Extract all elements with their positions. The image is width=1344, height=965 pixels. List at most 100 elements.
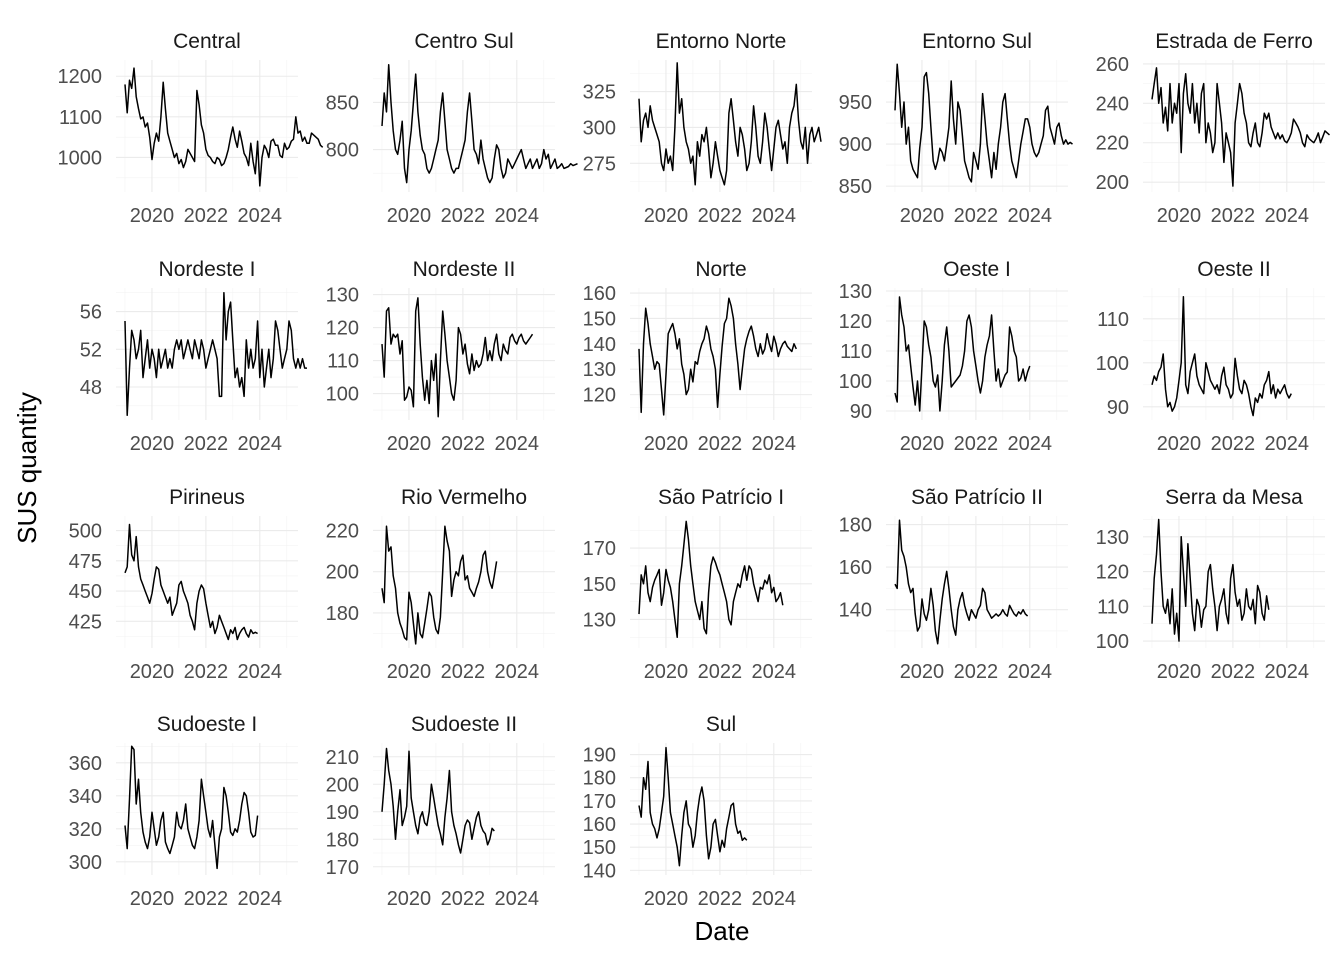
series-line: [124, 67, 324, 187]
y-tick-label: 170: [583, 538, 616, 560]
series-line: [124, 745, 259, 870]
y-tick-label: 850: [839, 176, 872, 198]
y-tick-label: 56: [80, 302, 102, 324]
x-tick-label: 2022: [184, 888, 229, 910]
x-tick-label: 2020: [644, 205, 689, 227]
y-tick-label: 170: [326, 857, 359, 879]
facet-title: São Patrício I: [658, 486, 784, 509]
y-tick-label: 425: [69, 611, 102, 633]
facet-panel: 850 900 950 2020 2022 2024 Entorno Sul: [839, 30, 1073, 227]
y-tick-label: 180: [839, 515, 872, 537]
series-line: [1151, 518, 1270, 642]
y-tick-label: 170: [583, 791, 616, 813]
x-tick-label: 2022: [698, 205, 743, 227]
x-tick-label: 2024: [752, 205, 797, 227]
y-tick-label: 850: [326, 92, 359, 114]
x-tick-label: 2020: [130, 433, 175, 455]
facet-panel: 90 100 110 2020 2022 2024 Oeste II: [1096, 258, 1325, 455]
x-tick-label: 2022: [954, 661, 999, 683]
y-tick-label: 800: [326, 140, 359, 162]
x-tick-label: 2022: [698, 661, 743, 683]
y-tick-label: 150: [583, 837, 616, 859]
series-line: [124, 291, 307, 417]
x-tick-label: 2022: [1211, 661, 1256, 683]
y-tick-label: 200: [326, 562, 359, 584]
y-tick-label: 160: [583, 283, 616, 305]
series-line: [638, 62, 822, 186]
y-tick-label: 1000: [58, 147, 103, 169]
x-tick-label: 2022: [441, 888, 486, 910]
facet-panel: 425 450 475 500 2020 2022 2024 Pirineus: [69, 486, 298, 683]
series-line: [894, 296, 1031, 412]
x-tick-label: 2022: [184, 205, 229, 227]
y-tick-label: 110: [840, 341, 872, 363]
y-tick-label: 1100: [59, 107, 102, 129]
facet-title: Sudoeste II: [411, 713, 517, 736]
facet-title: Oeste I: [943, 258, 1011, 281]
facet-title: Norte: [695, 258, 746, 281]
x-tick-label: 2020: [1157, 433, 1202, 455]
x-tick-label: 2020: [644, 888, 689, 910]
x-tick-label: 2024: [238, 888, 283, 910]
y-tick-label: 275: [583, 153, 616, 175]
y-tick-label: 130: [1096, 527, 1129, 549]
series-line: [894, 519, 1029, 645]
facet-panel: 180 200 220 2020 2022 2024 Rio Vermelho: [326, 486, 555, 683]
y-tick-label: 130: [326, 285, 359, 307]
y-tick-label: 120: [1096, 562, 1129, 584]
series-line: [381, 747, 495, 854]
facet-title: Serra da Mesa: [1165, 486, 1303, 509]
x-tick-label: 2020: [387, 661, 432, 683]
y-tick-label: 140: [583, 860, 616, 882]
x-tick-label: 2024: [238, 205, 283, 227]
y-tick-label: 300: [583, 117, 616, 139]
x-tick-label: 2020: [130, 661, 175, 683]
x-tick-label: 2020: [1157, 661, 1202, 683]
y-tick-label: 475: [69, 551, 102, 573]
facet-title: São Patrício II: [911, 486, 1043, 509]
y-tick-label: 180: [326, 603, 359, 625]
x-tick-label: 2020: [900, 661, 945, 683]
y-tick-label: 52: [80, 339, 102, 361]
y-tick-label: 130: [839, 281, 872, 303]
series-line: [1151, 67, 1330, 187]
facet-title: Sul: [706, 713, 736, 736]
facet-panel: 800 850 2020 2022 2024 Centro Sul: [326, 30, 578, 227]
series-line: [638, 520, 784, 639]
facet-panel: 140 160 180 2020 2022 2024 São Patrício II: [839, 486, 1068, 683]
x-tick-label: 2024: [752, 661, 797, 683]
facet-panel: 90 100 110 120 130 2020 2022 2024 Oeste I: [839, 258, 1068, 455]
series-line: [638, 297, 797, 416]
y-tick-label: 180: [583, 768, 616, 790]
x-tick-label: 2024: [495, 433, 540, 455]
x-tick-label: 2022: [441, 433, 486, 455]
y-tick-label: 340: [69, 786, 102, 808]
series-line: [1151, 296, 1292, 417]
x-tick-label: 2024: [1008, 661, 1053, 683]
y-tick-label: 100: [1096, 631, 1129, 653]
y-axis-title: SUS quantity: [12, 392, 42, 544]
y-tick-label: 240: [1096, 93, 1129, 115]
x-tick-label: 2024: [238, 661, 283, 683]
x-tick-label: 2020: [900, 205, 945, 227]
y-tick-label: 300: [69, 852, 102, 874]
facet-title: Entorno Sul: [922, 30, 1032, 53]
x-tick-label: 2024: [495, 661, 540, 683]
x-tick-label: 2022: [954, 205, 999, 227]
x-tick-label: 2022: [698, 888, 743, 910]
y-tick-label: 900: [839, 134, 872, 156]
facet-title: Estrada de Ferro: [1155, 30, 1313, 53]
facet-panel: 120 130 140 150 160 2020 2022 2024 Norte: [583, 258, 812, 455]
x-tick-label: 2024: [1265, 433, 1310, 455]
x-tick-label: 2022: [441, 205, 486, 227]
y-tick-label: 500: [69, 521, 102, 543]
x-tick-label: 2022: [441, 661, 486, 683]
y-tick-label: 360: [69, 753, 102, 775]
facet-title: Entorno Norte: [656, 30, 787, 53]
y-tick-label: 160: [583, 814, 616, 836]
y-tick-label: 190: [326, 802, 359, 824]
y-tick-label: 325: [583, 82, 616, 104]
x-tick-label: 2020: [644, 433, 689, 455]
y-tick-label: 190: [583, 745, 616, 767]
